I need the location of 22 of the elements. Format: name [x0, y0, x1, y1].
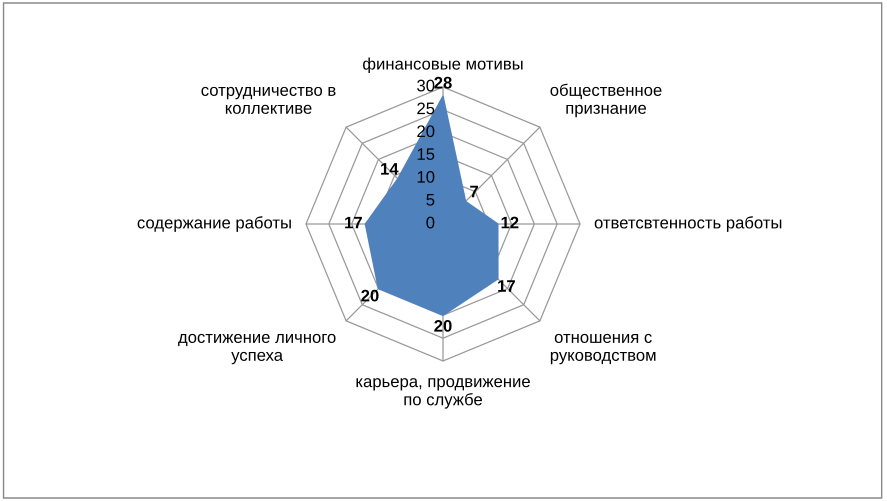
- data-label: 20: [361, 290, 379, 302]
- data-label: 17: [498, 280, 515, 292]
- data-label: 7: [470, 186, 478, 198]
- spoke-label: содержание работы: [138, 216, 291, 232]
- data-label: 14: [381, 163, 398, 175]
- spoke-label: общественное признание: [550, 84, 662, 118]
- y-tick-label: 10: [418, 171, 434, 183]
- spoke-label: отношения с руководством: [550, 334, 656, 364]
- spoke-label: ответсвтенность работы: [594, 216, 782, 232]
- y-tick-label: 30: [417, 80, 434, 92]
- y-tick-label: 5: [426, 194, 434, 206]
- data-label: 17: [345, 216, 362, 228]
- y-tick-label: 0: [426, 216, 434, 228]
- spoke-label: достижение личного успеха: [178, 334, 336, 364]
- y-tick-label: 25: [417, 102, 434, 114]
- data-label: 12: [502, 216, 518, 228]
- spoke-label: сотрудничество в коллективе: [201, 86, 336, 114]
- data-label: 20: [434, 320, 452, 332]
- spoke-label: карьера, продвижение по службе: [356, 378, 530, 409]
- data-label: 28: [434, 76, 452, 89]
- y-tick-label: 15: [418, 148, 434, 160]
- spoke-label: финансовые мотивы: [363, 57, 523, 73]
